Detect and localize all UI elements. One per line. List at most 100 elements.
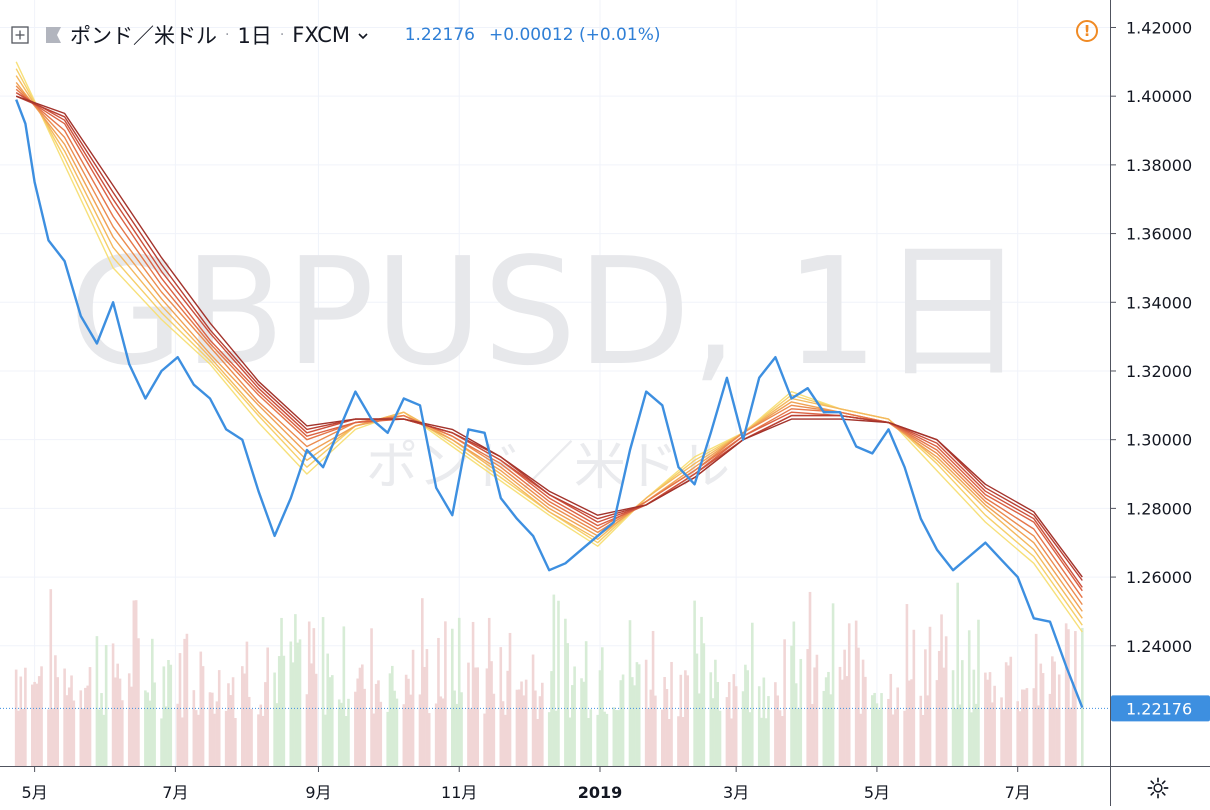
plus-square-icon[interactable] — [10, 25, 30, 45]
volume-bar — [1034, 633, 1038, 766]
volume-bar — [1032, 688, 1036, 766]
volume-bar — [474, 667, 477, 766]
volume-bar — [504, 714, 507, 766]
volume-bar — [861, 659, 865, 766]
last-price-label: 1.22176 — [1126, 699, 1192, 718]
volume-bar — [774, 682, 777, 766]
volume-bar — [51, 708, 55, 766]
time-tick-label: 9月 — [305, 783, 331, 802]
volume-bar — [201, 666, 205, 766]
volume-bar — [356, 678, 359, 766]
volume-bars — [14, 582, 1084, 766]
volume-bar — [716, 682, 719, 766]
time-axis[interactable]: 5月 7月 9月 11月 2019 3月 5月 7月 — [0, 766, 1210, 802]
volume-bar — [734, 686, 738, 766]
volume-bar — [515, 689, 519, 766]
volume-bar — [70, 675, 73, 766]
volume-bar — [568, 717, 572, 766]
volume-bar — [21, 708, 25, 766]
interval-label[interactable]: 1日 — [237, 24, 272, 48]
exchange-selector[interactable]: FXCM — [292, 23, 368, 47]
volume-bar — [35, 683, 39, 766]
volume-bar — [748, 712, 752, 766]
volume-bar — [566, 643, 569, 766]
volume-bar — [665, 689, 669, 766]
volume-bar — [693, 600, 696, 766]
volume-bar — [324, 714, 327, 766]
volume-bar — [164, 706, 168, 766]
watermark-ticker: GBPUSD, 1日 — [69, 226, 1027, 398]
ma-line — [15, 85, 1083, 606]
volume-bar — [718, 710, 722, 766]
volume-bar — [741, 691, 745, 766]
volume-bar — [651, 630, 655, 766]
volume-bar — [972, 669, 976, 766]
warning-icon[interactable]: ! — [1076, 20, 1098, 42]
volume-bar — [1074, 631, 1077, 766]
volume-bar — [344, 716, 348, 766]
volume-bar — [1021, 689, 1024, 766]
volume-bar — [1057, 674, 1061, 766]
volume-bar — [1081, 627, 1084, 766]
volume-bar — [1055, 707, 1059, 766]
volume-bar — [905, 604, 909, 766]
volume-bar — [550, 671, 553, 766]
volume-bar — [377, 680, 380, 766]
volume-bar — [19, 676, 23, 766]
volume-bar — [843, 649, 846, 766]
volume-bar — [144, 690, 147, 766]
volume-bar — [732, 674, 736, 766]
volume-bar — [661, 709, 664, 766]
volume-bar — [441, 698, 445, 766]
volume-bar — [1064, 623, 1068, 766]
volume-bar — [102, 714, 106, 766]
volume-bar — [596, 714, 599, 766]
volume-bar — [340, 702, 343, 766]
ma-line — [15, 95, 1083, 578]
volume-bar — [243, 673, 246, 766]
volume-bar — [490, 661, 493, 766]
volume-bar — [781, 716, 784, 766]
volume-bar — [328, 677, 332, 766]
volume-bar — [457, 617, 461, 766]
volume-bar — [778, 710, 782, 766]
volume-bar — [227, 683, 230, 766]
volume-bar — [644, 659, 648, 766]
flag-icon[interactable] — [42, 25, 64, 45]
price-axis[interactable]: 1.42000 1.40000 1.38000 1.36000 1.34000 1.320… — [1110, 0, 1210, 806]
gear-icon[interactable] — [1147, 777, 1169, 799]
price-tick-label: 1.30000 — [1126, 431, 1192, 450]
volume-bar — [259, 704, 263, 766]
volume-bar — [686, 675, 689, 766]
volume-bar — [104, 645, 108, 766]
volume-bar — [751, 622, 754, 766]
volume-bar — [1000, 697, 1003, 766]
volume-bar — [181, 717, 184, 766]
volume-bar — [231, 677, 235, 766]
volume-bar — [894, 709, 897, 766]
volume-bar — [192, 690, 196, 766]
volume-bar — [974, 703, 978, 766]
volume-bar — [727, 681, 731, 766]
volume-bar — [857, 647, 860, 766]
volume-bar — [307, 621, 311, 766]
volume-bar — [677, 716, 680, 766]
volume-bar — [197, 714, 200, 766]
time-tick-label: 5月 — [22, 783, 48, 802]
volume-bar — [621, 674, 625, 766]
volume-bar — [1009, 656, 1013, 766]
volume-bar — [935, 680, 939, 766]
volume-bar — [647, 708, 650, 766]
volume-bar — [33, 681, 36, 766]
volume-bar — [111, 643, 115, 766]
separator-dot: · — [225, 27, 230, 43]
volume-bar — [1018, 711, 1022, 766]
volume-bar — [598, 670, 602, 766]
volume-bar — [589, 709, 593, 766]
volume-bar — [354, 691, 357, 766]
volume-bar — [134, 600, 138, 766]
volume-bar — [266, 647, 269, 766]
volume-bar — [487, 617, 491, 766]
volume-bar — [520, 681, 523, 766]
